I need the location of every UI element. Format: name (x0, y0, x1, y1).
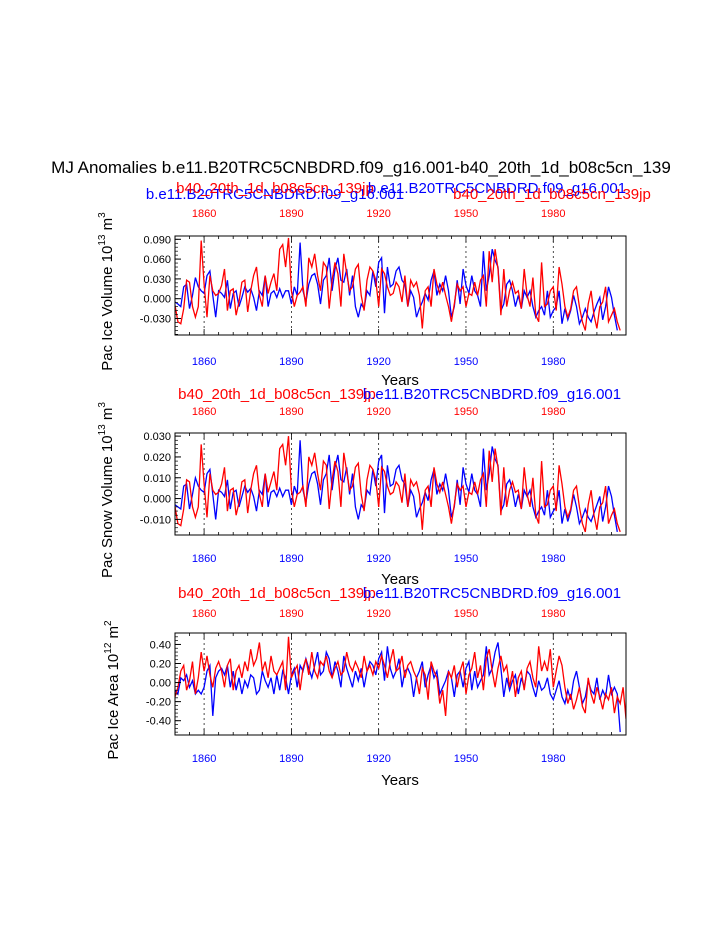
xtick-label-top: 1950 (454, 208, 478, 220)
xtick-label-top: 1860 (192, 208, 216, 220)
xtick-label-bottom: 1980 (541, 356, 565, 368)
panel-title-blue: b.e11.B20TRC5CNBDRD.f09_g16.001 (363, 585, 621, 602)
xtick-label-bottom: 1890 (279, 553, 303, 565)
panel-title-red-right: b40_20th_1d_b08c5cn_139jp (453, 186, 651, 203)
series-red-line (175, 237, 621, 331)
ylabel-unit-exp: 3 (97, 212, 108, 218)
xtick-label-bottom: 1950 (454, 753, 478, 765)
ytick-label: 0.40 (150, 639, 171, 651)
xtick-label-bottom: 1950 (454, 356, 478, 368)
xtick-label-top: 1860 (192, 608, 216, 620)
panel-title-blue: b.e11.B20TRC5CNBDRD.f09_g16.001 (146, 186, 404, 203)
ytick-label: 0.060 (143, 254, 171, 266)
xtick-label-top: 1890 (279, 406, 303, 418)
xtick-label-top: 1980 (541, 608, 565, 620)
xtick-label-bottom: 1980 (541, 553, 565, 565)
ylabel-main: Pac Snow Volume 10 (99, 435, 116, 578)
xtick-label-top: 1890 (279, 208, 303, 220)
xtick-label-top: 1950 (454, 608, 478, 620)
xtick-label-top: 1920 (366, 406, 390, 418)
plot-frame (174, 235, 627, 336)
series-red-line (175, 436, 621, 533)
xlabel-bottom: Years (381, 772, 419, 789)
xtick-label-bottom: 1890 (279, 356, 303, 368)
ylabel-exp: 13 (97, 424, 108, 436)
series-red-line (175, 636, 626, 719)
ytick-label: 0.020 (143, 452, 171, 464)
xtick-label-top: 1890 (279, 608, 303, 620)
xtick-label-bottom: 1860 (192, 553, 216, 565)
xtick-label-bottom: 1860 (192, 356, 216, 368)
xlabel: Years (381, 372, 419, 389)
xlabel: Years (381, 571, 419, 588)
xtick-label-bottom: 1950 (454, 553, 478, 565)
figure-title: MJ Anomalies b.e11.B20TRC5CNBDRD.f09_g16… (51, 158, 671, 177)
series-blue-line (175, 242, 618, 331)
ytick-label: 0.090 (143, 234, 171, 246)
ytick-label: 0.030 (143, 274, 171, 286)
xtick-label-bottom: 1890 (279, 753, 303, 765)
ytick-label: -0.20 (146, 697, 171, 709)
xtick-label-top: 1950 (454, 406, 478, 418)
series-blue-line (175, 440, 618, 533)
panel-title-blue-right: b.e11.B20TRC5CNBDRD.f09_g16.001 (368, 180, 626, 197)
ytick-label: 0.000 (143, 294, 171, 306)
ylabel-exp: 12 (103, 642, 114, 654)
ytick-label: 0.010 (143, 473, 171, 485)
xtick-label-bottom: 1920 (366, 753, 390, 765)
xtick-label-bottom: 1920 (366, 553, 390, 565)
ytick-label: 0.030 (143, 431, 171, 443)
plot-frame (174, 632, 627, 736)
panel-title-blue: b.e11.B20TRC5CNBDRD.f09_g16.001 (363, 386, 621, 403)
ylabel-main: Pac Ice Area 10 (105, 654, 122, 760)
ytick-label: 0.20 (150, 659, 171, 671)
ytick-label: 0.000 (143, 494, 171, 506)
ylabel-unit: m (99, 218, 116, 235)
xtick-label-top: 1980 (541, 406, 565, 418)
ylabel: Pac Snow Volume 1013 m3 (97, 402, 116, 578)
ytick-label: 0.00 (150, 678, 171, 690)
panel-pac-snow-volume: -0.010 0.000 0.010 0.020 0.030 1860 1860 1890 18… (97, 372, 627, 578)
ytick-label: -0.030 (140, 314, 171, 326)
ylabel-unit: m (105, 626, 122, 643)
xtick-label-top: 1860 (192, 406, 216, 418)
series-blue-line (175, 642, 621, 733)
ylabel-main: Pac Ice Volume 10 (99, 246, 116, 371)
xtick-label-bottom: 1860 (192, 753, 216, 765)
xtick-label-top: 1920 (366, 608, 390, 620)
panel-title-red: b40_20th_1d_b08c5cn_139jp (178, 585, 376, 602)
ylabel: Pac Ice Volume 1013 m3 (97, 212, 116, 371)
ytick-label: -0.40 (146, 716, 171, 728)
xtick-label-bottom: 1980 (541, 753, 565, 765)
xtick-label-bottom: 1920 (366, 356, 390, 368)
panel-pac-ice-volume: -0.030 0.000 0.030 0.060 0.090 1860 1860 1890 18… (97, 180, 651, 371)
panel-pac-ice-area: -0.40 -0.20 0.00 0.20 0.40 1860 1860 1890 1890 19… (103, 571, 627, 765)
panel-title-red: b40_20th_1d_b08c5cn_139jp (178, 386, 376, 403)
xtick-label-top: 1920 (366, 208, 390, 220)
ylabel: Pac Ice Area 1012 m2 (103, 620, 122, 760)
ylabel-unit-exp: 3 (97, 402, 108, 408)
plot-frame (174, 432, 627, 536)
ylabel-exp: 13 (97, 234, 108, 246)
panel-title-red: b40_20th_1d_b08c5cn_139jp (176, 180, 374, 197)
xtick-label-top: 1980 (541, 208, 565, 220)
ytick-label: -0.010 (140, 514, 171, 526)
ylabel-unit-exp: 2 (103, 620, 114, 626)
ylabel-unit: m (99, 408, 116, 425)
